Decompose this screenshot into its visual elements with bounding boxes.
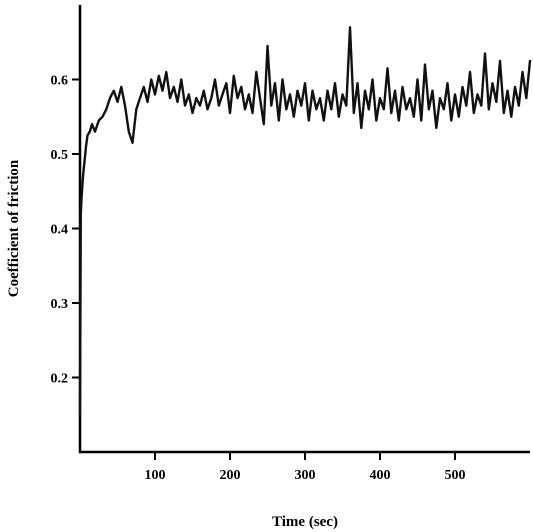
x-tick-label: 200: [220, 468, 241, 483]
x-tick-label: 500: [445, 468, 466, 483]
y-axis-title: Coefficient of friction: [6, 159, 22, 297]
y-axis-ticks: 0.2 0.3 0.4 0.5 0.6: [51, 74, 80, 387]
x-tick-label: 100: [145, 468, 166, 483]
y-tick-label: 0.3: [51, 297, 69, 312]
y-tick-label: 0.2: [51, 372, 69, 387]
x-tick-label: 300: [295, 468, 316, 483]
y-tick-label: 0.6: [51, 74, 69, 89]
x-tick-label: 400: [370, 468, 391, 483]
y-tick-label: 0.4: [51, 223, 69, 238]
friction-series-line: [78, 26, 532, 416]
x-axis-ticks: 100 200 300 400 500: [145, 452, 466, 483]
chart-axes: [78, 5, 530, 454]
x-axis-title: Time (sec): [272, 514, 338, 530]
y-tick-label: 0.5: [51, 148, 69, 163]
